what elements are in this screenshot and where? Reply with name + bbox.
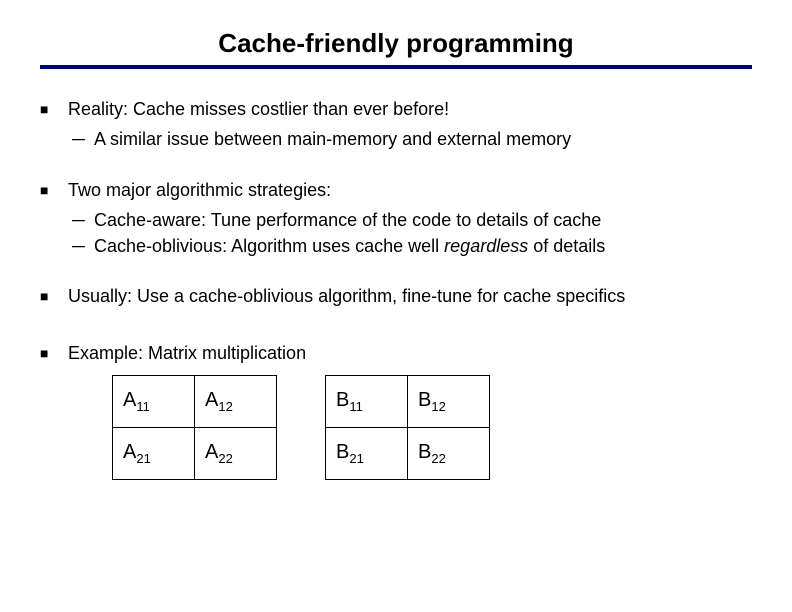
matrix-b-sub-12: 12 [431,399,445,414]
matrix-b-letter: B [418,441,431,463]
matrix-b-cell-22: B22 [408,428,490,480]
matrix-a-cell-22: A22 [195,428,277,480]
matrix-a-letter: A [123,441,136,463]
dash-bullet-icon: ─ [72,234,94,258]
bullet-2: ■ Two major algorithmic strategies: [40,178,752,202]
matrix-a-cell-21: A21 [113,428,195,480]
matrix-b-cell-12: B12 [408,376,490,428]
bullet-4: ■ Example: Matrix multiplication [40,341,752,365]
bullet-2b-em: regardless [444,236,528,256]
matrix-a-cell-12: A12 [195,376,277,428]
matrix-a-letter: A [205,389,218,411]
matrix-b-sub-22: 22 [431,451,445,466]
slide-title: Cache-friendly programming [40,28,752,59]
matrix-b-letter: B [336,441,349,463]
bullet-2a-text: Cache-aware: Tune performance of the cod… [94,208,752,232]
bullet-1a: ─ A similar issue between main-memory an… [72,127,752,151]
bullet-2b: ─ Cache-oblivious: Algorithm uses cache … [72,234,752,258]
slide-body: ■ Reality: Cache misses costlier than ev… [40,97,752,480]
matrix-a-sub-22: 22 [218,451,232,466]
matrix-a-letter: A [123,389,136,411]
square-bullet-icon: ■ [40,284,68,308]
matrix-row: A11 A12 A21 A22 B11 B12 B21 B22 [112,375,752,480]
bullet-2a: ─ Cache-aware: Tune performance of the c… [72,208,752,232]
bullet-1: ■ Reality: Cache misses costlier than ev… [40,97,752,121]
bullet-3-text: Usually: Use a cache-oblivious algorithm… [68,284,752,308]
matrix-a: A11 A12 A21 A22 [112,375,277,480]
matrix-b-letter: B [336,389,349,411]
square-bullet-icon: ■ [40,341,68,365]
matrix-a-cell-11: A11 [113,376,195,428]
slide: Cache-friendly programming ■ Reality: Ca… [0,0,792,612]
bullet-2b-pre: Cache-oblivious: Algorithm uses cache we… [94,236,444,256]
matrix-b-letter: B [418,389,431,411]
bullet-2b-text: Cache-oblivious: Algorithm uses cache we… [94,234,752,258]
matrix-a-sub-11: 11 [136,399,150,414]
title-underline [40,65,752,69]
bullet-1a-text: A similar issue between main-memory and … [94,127,752,151]
dash-bullet-icon: ─ [72,127,94,151]
bullet-3: ■ Usually: Use a cache-oblivious algorit… [40,284,752,308]
bullet-4-text: Example: Matrix multiplication [68,341,752,365]
matrix-b: B11 B12 B21 B22 [325,375,490,480]
square-bullet-icon: ■ [40,97,68,121]
bullet-2-text: Two major algorithmic strategies: [68,178,752,202]
matrix-b-sub-11: 11 [349,399,363,414]
matrix-b-cell-21: B21 [326,428,408,480]
matrix-a-sub-12: 12 [218,399,232,414]
matrix-a-sub-21: 21 [136,451,150,466]
square-bullet-icon: ■ [40,178,68,202]
bullet-2b-post: of details [528,236,605,256]
matrix-b-sub-21: 21 [349,451,363,466]
dash-bullet-icon: ─ [72,208,94,232]
matrix-b-cell-11: B11 [326,376,408,428]
bullet-1-text: Reality: Cache misses costlier than ever… [68,97,752,121]
matrix-a-letter: A [205,441,218,463]
